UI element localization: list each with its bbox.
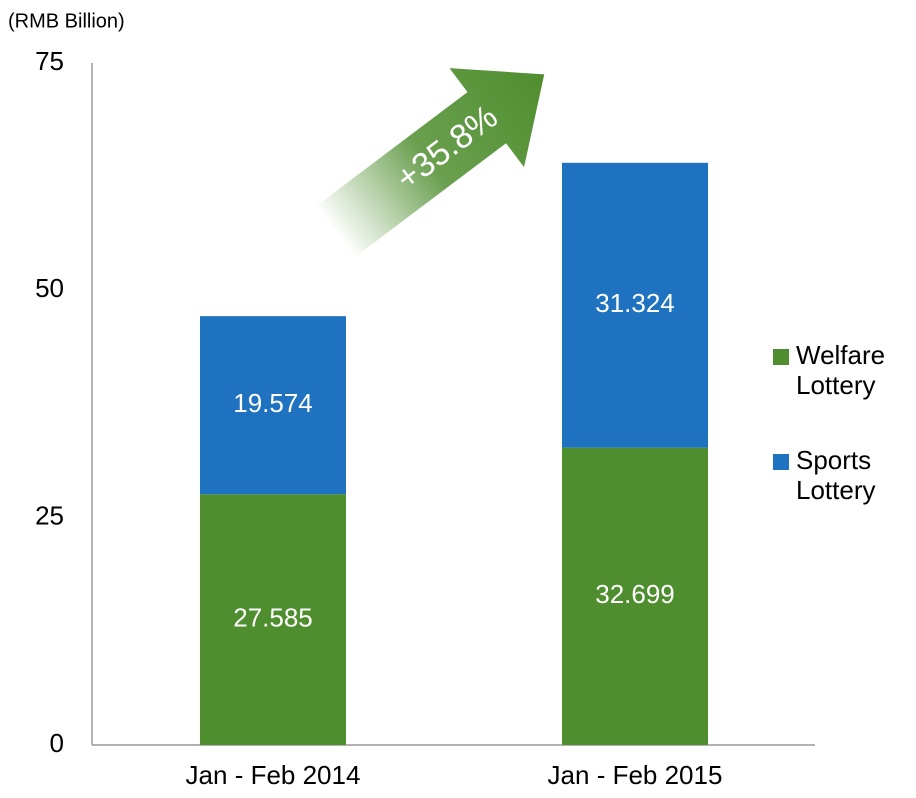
bar-segment <box>200 316 346 495</box>
value-label: 32.699 <box>595 579 675 609</box>
bar-segment <box>562 162 708 448</box>
legend-label: Welfare Lottery <box>796 340 885 400</box>
value-label: 19.574 <box>233 388 313 418</box>
bar-segment <box>200 494 346 745</box>
value-label: 31.324 <box>595 288 675 318</box>
growth-arrow: +35.8% <box>315 68 545 258</box>
legend-swatch <box>773 454 789 470</box>
legend-swatch <box>773 349 789 365</box>
y-axis-label: (RMB Billion) <box>8 10 125 32</box>
y-tick-label: 75 <box>35 46 64 76</box>
arrow-shape <box>315 68 545 258</box>
bar-segment <box>562 447 708 745</box>
legend-label: Sports Lottery <box>796 445 876 505</box>
y-tick-label: 50 <box>35 273 64 303</box>
x-tick-label: Jan - Feb 2015 <box>548 760 723 790</box>
value-label: 27.585 <box>233 602 313 632</box>
x-tick-label: Jan - Feb 2014 <box>186 760 361 790</box>
y-tick-label: 0 <box>50 728 64 758</box>
y-tick-label: 25 <box>35 501 64 531</box>
